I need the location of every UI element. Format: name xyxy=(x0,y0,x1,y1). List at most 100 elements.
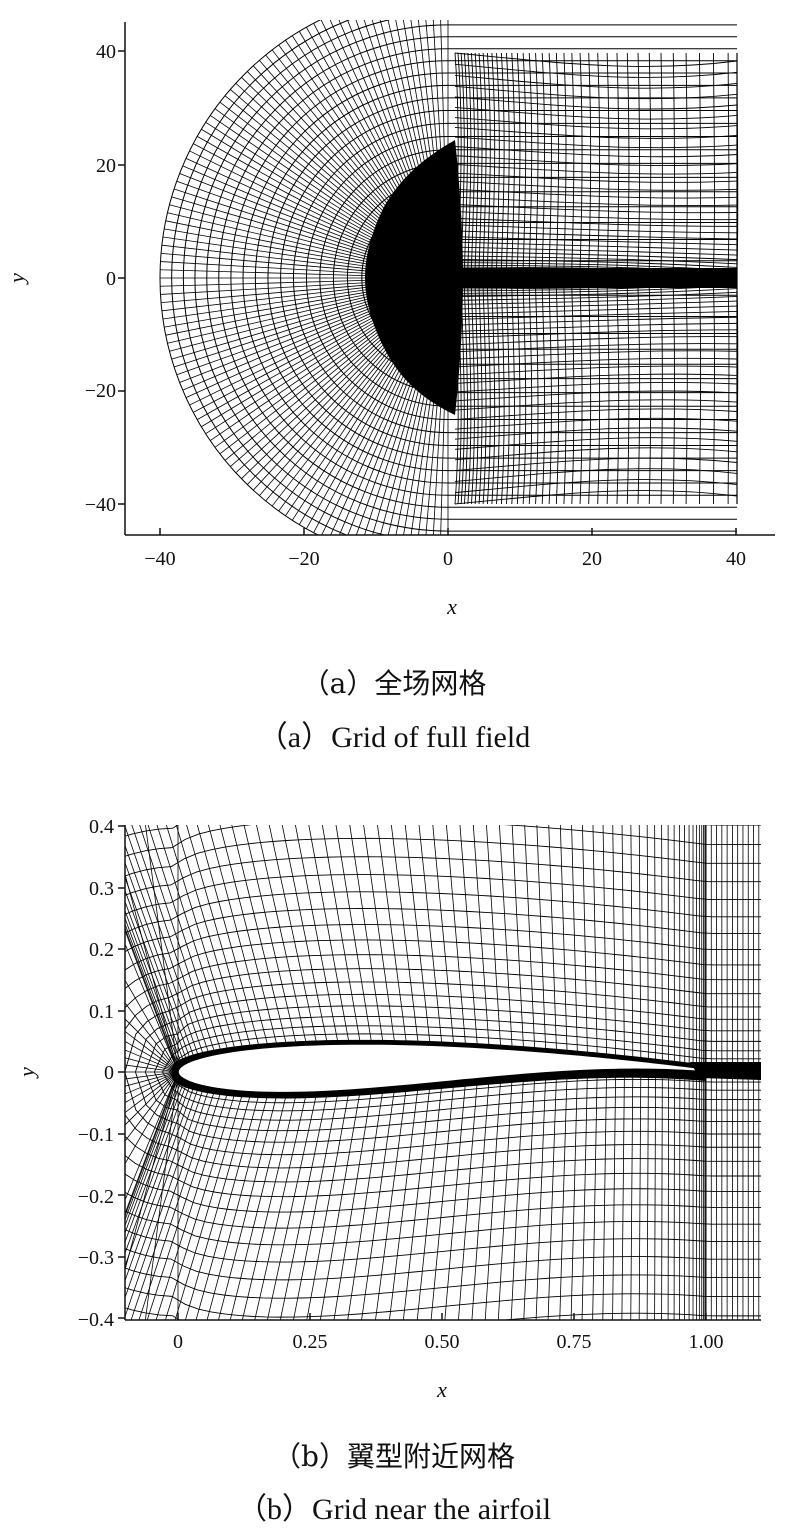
mesh-horizontal-line xyxy=(454,329,738,339)
mesh-normal-line-lower xyxy=(444,1079,467,1320)
mesh-wrap-line-upper xyxy=(125,968,761,1030)
mesh-horizontal-line xyxy=(454,251,738,261)
mesh-vertical-line xyxy=(541,52,546,269)
y-tick-b-0: 0.4 xyxy=(89,816,114,838)
mesh-vertical-line xyxy=(470,287,475,505)
mesh-horizontal-line xyxy=(454,288,738,298)
x-tick-b-4: 1.00 xyxy=(689,1331,724,1353)
mesh-vertical-line xyxy=(478,287,483,505)
mesh-horizontal-line xyxy=(454,343,738,353)
mesh-vertical-line xyxy=(672,287,675,505)
mesh-horizontal-line xyxy=(454,172,738,183)
mesh-le-fan-line xyxy=(125,1071,179,1201)
mesh-vertical-line xyxy=(606,52,610,269)
panel-b: 0.4 0.3 0.2 0.1 0 −0.1 −0.2 −0.3 −0.4 0 … xyxy=(0,651,785,1526)
mesh-vertical-line xyxy=(516,287,521,505)
mesh-horizontal-line xyxy=(454,291,738,301)
mesh-normal-line-upper xyxy=(125,844,200,1059)
mesh-normal-line-lower xyxy=(138,1088,216,1320)
mesh-normal-line-upper xyxy=(349,825,384,1045)
mesh-horizontal-line xyxy=(454,188,738,199)
mesh-vertical-line xyxy=(541,287,546,505)
mesh-horizontal-line xyxy=(454,146,738,158)
y-axis-label-a: y xyxy=(4,273,29,285)
mesh-normal-line-upper xyxy=(165,825,236,1052)
mesh-le-fan-line xyxy=(125,979,179,1073)
mesh-vertical-line xyxy=(516,52,521,269)
mesh-normal-line-upper xyxy=(256,825,307,1046)
mesh-normal-line-lower xyxy=(510,1074,524,1320)
mesh-vertical-line xyxy=(588,52,592,269)
mesh-vertical-line xyxy=(597,287,601,505)
mesh-vertical-line xyxy=(467,52,472,269)
mesh-normal-line-upper xyxy=(156,825,229,1053)
mesh-horizontal-line xyxy=(454,417,738,430)
mesh-horizontal-line xyxy=(454,316,738,326)
mesh-horizontal-line xyxy=(454,357,738,368)
mesh-normal-line-lower xyxy=(266,1091,318,1320)
mesh-normal-line-upper xyxy=(432,825,455,1047)
mesh-normal-line-upper xyxy=(321,825,361,1045)
mesh-normal-line-upper xyxy=(612,825,617,1059)
mesh-horizontal-line xyxy=(454,447,738,461)
mesh-wrap-line-upper xyxy=(125,981,761,1073)
mesh-normal-line-lower xyxy=(125,1071,179,1215)
mesh-horizontal-line xyxy=(454,204,738,214)
y-tick-b-6: −0.2 xyxy=(78,1186,114,1208)
mesh-normal-line-upper xyxy=(175,825,244,1051)
mesh-normal-line-upper xyxy=(281,825,328,1045)
mesh-normal-line-lower xyxy=(279,1091,328,1320)
mesh-horizontal-line xyxy=(454,373,738,384)
mesh-normal-line-lower xyxy=(570,1070,578,1320)
mesh-horizontal-line xyxy=(454,180,738,191)
mesh-horizontal-line xyxy=(454,106,738,120)
mesh-horizontal-line xyxy=(454,255,738,265)
mesh-normal-line-upper xyxy=(673,825,675,1066)
y-tick-b-1: 0.3 xyxy=(89,878,114,900)
mesh-vertical-line xyxy=(699,52,702,269)
y-tick-a-0: 40 xyxy=(96,41,116,63)
mesh-normal-line-lower xyxy=(146,1089,223,1320)
mesh-vertical-line xyxy=(548,52,552,269)
x-tick-a-1: −20 xyxy=(288,548,319,570)
mesh-wrap-line-lower xyxy=(125,1173,761,1213)
mesh-horizontal-line xyxy=(454,305,738,315)
mesh-normal-line-lower xyxy=(229,1092,288,1320)
mesh-wrap-line-lower xyxy=(125,1248,761,1281)
mesh-horizontal-line xyxy=(454,322,738,332)
mesh-wrap-line-upper xyxy=(125,874,761,915)
mesh-normal-line-lower xyxy=(581,1070,588,1320)
mesh-normal-line-lower xyxy=(184,1091,252,1320)
mesh-le-fan-line xyxy=(125,1049,179,1073)
mesh-normal-line-upper xyxy=(147,825,223,1054)
mesh-normal-line-lower xyxy=(347,1087,384,1320)
mesh-vertical-line xyxy=(535,52,539,269)
panel-a: 40 20 0 −20 −40 −40 −20 0 20 40 x y （a）全… xyxy=(4,20,775,754)
mesh-vertical-line xyxy=(616,52,620,269)
mesh-vertical-line xyxy=(660,287,663,505)
mesh-normal-line-upper xyxy=(559,825,568,1054)
mesh-horizontal-line xyxy=(454,468,738,482)
mesh-wrap-line-upper xyxy=(125,954,761,1009)
y-tick-b-2: 0.2 xyxy=(89,939,114,961)
mesh-wake-band xyxy=(455,268,737,288)
mesh-wrap-line-upper xyxy=(125,856,761,896)
mesh-vertical-line xyxy=(467,287,472,505)
mesh-normal-line-upper xyxy=(268,825,318,1045)
mesh-horizontal-line xyxy=(454,236,738,246)
mesh-normal-line-upper xyxy=(548,825,557,1054)
y-tick-a-3: −20 xyxy=(85,380,116,402)
mesh-wrap-line-lower xyxy=(162,1071,761,1112)
mesh-wrap-line-upper xyxy=(0,651,785,1072)
mesh-normal-line-upper xyxy=(125,889,188,1063)
mesh-wrap-line-lower xyxy=(0,1072,785,1377)
mesh-vertical-line xyxy=(486,287,491,505)
mesh-horizontal-line xyxy=(454,63,738,78)
mesh-horizontal-line xyxy=(454,224,738,234)
mesh-le-fan-line xyxy=(125,943,179,1073)
mesh-vertical-line xyxy=(699,287,702,505)
mesh-vertical-line xyxy=(463,52,468,269)
mesh-horizontal-line xyxy=(454,437,738,450)
mesh-wrap-line-lower xyxy=(125,1135,761,1183)
